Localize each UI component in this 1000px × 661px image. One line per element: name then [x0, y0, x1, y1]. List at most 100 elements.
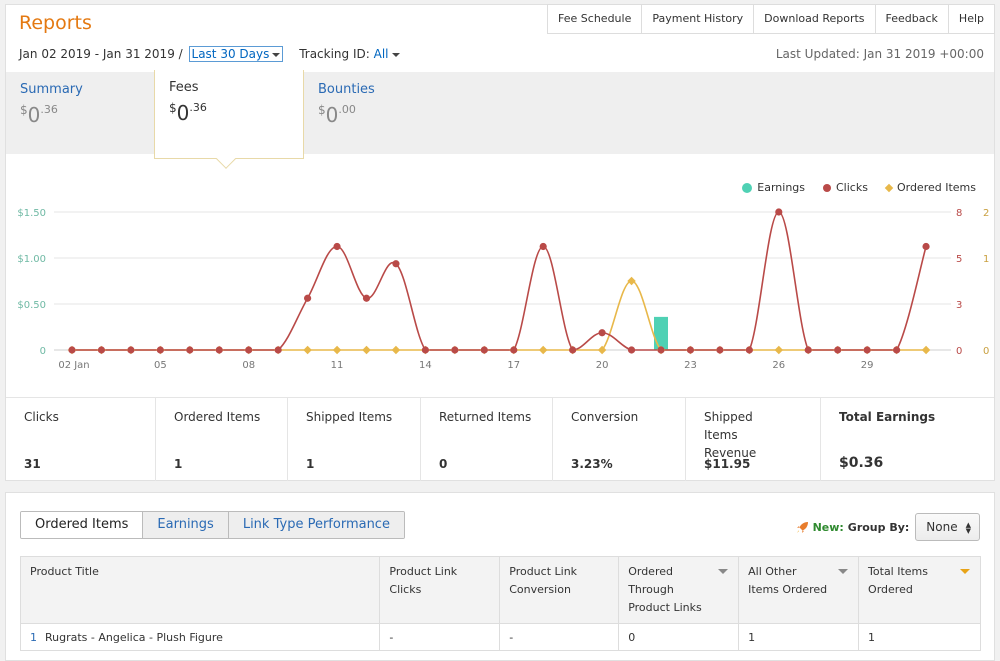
clicks-point [245, 346, 253, 354]
y-tick-label: $1.00 [17, 254, 46, 265]
sort-caret-icon [960, 569, 970, 574]
period-dropdown[interactable]: Last 30 Days [188, 46, 284, 62]
legend-earnings[interactable]: Earnings [742, 181, 805, 194]
tab-earnings[interactable]: Earnings [142, 512, 228, 538]
sort-caret-icon [838, 569, 849, 574]
clicks-point [127, 346, 135, 354]
tile-bounties-value: $0.00 [318, 103, 356, 127]
page-title: Reports [19, 12, 92, 34]
report-tabs: Ordered Items Earnings Link Type Perform… [20, 511, 405, 539]
feedback-link[interactable]: Feedback [875, 4, 949, 34]
group-by-value: None [926, 520, 958, 534]
payment-history-link[interactable]: Payment History [642, 4, 755, 34]
reports-panel: Reports Fee Schedule Payment History Dow… [5, 4, 995, 481]
metric-shipped-revenue: Shipped Items Revenue $11.95 [686, 398, 821, 481]
clicks-point [598, 329, 606, 337]
tile-summary-value: $0.36 [20, 103, 58, 127]
cell-ordered-through: 0 [618, 623, 740, 651]
y2-tick-label: 8 [956, 208, 962, 219]
cell-link-clicks: - [379, 623, 501, 651]
y-tick-label: $1.50 [17, 208, 46, 219]
tab-link-type-performance[interactable]: Link Type Performance [227, 512, 404, 538]
ordered-items-point [774, 345, 784, 355]
ordered-items-point [921, 345, 931, 355]
x-tick-label: 14 [419, 360, 432, 371]
metric-shipped-items: Shipped Items 1 [288, 398, 421, 481]
clicks-point [863, 346, 871, 354]
clicks-point [627, 346, 636, 354]
summary-band: Summary $0.36 Fees $0.36 Bounties $0.00 [6, 70, 994, 169]
tile-fees[interactable]: Fees $0.36 [154, 70, 304, 169]
y2-tick-label: 3 [956, 300, 962, 311]
col-product-title[interactable]: Product Title [19, 556, 381, 624]
y2-tick-label: 0 [956, 346, 962, 357]
group-by-select[interactable]: None ▲ ▼ [915, 513, 980, 541]
clicks-point [156, 346, 164, 354]
details-panel: Ordered Items Earnings Link Type Perform… [5, 492, 995, 661]
tile-summary[interactable]: Summary $0.36 [6, 72, 156, 154]
clicks-point [215, 346, 223, 354]
tracking-id-label: Tracking ID: [299, 47, 370, 61]
clicks-point [362, 294, 371, 302]
col-total-items[interactable]: Total Items Ordered [858, 556, 981, 624]
clicks-point [569, 346, 577, 354]
tile-fees-value: $0.36 [169, 101, 207, 125]
table-header-row: Product Title Product Link Clicks Produc… [19, 556, 981, 624]
tile-bounties[interactable]: Bounties $0.00 [304, 72, 454, 154]
clicks-point [304, 294, 312, 302]
x-tick-label: 29 [861, 360, 874, 371]
ordered-items-point [391, 345, 401, 355]
col-product-link-clicks[interactable]: Product Link Clicks [379, 556, 501, 624]
col-product-link-conversion[interactable]: Product Link Conversion [499, 556, 620, 624]
clicks-point [451, 346, 459, 354]
date-range-bar: Jan 02 2019 - Jan 31 2019 / Last 30 Days… [19, 46, 400, 62]
ordered-items-table: Product Title Product Link Clicks Produc… [19, 556, 981, 651]
clicks-point [392, 260, 400, 268]
col-all-other-items[interactable]: All Other Items Ordered [738, 556, 860, 624]
legend-ordered-items[interactable]: Ordered Items [884, 181, 976, 194]
x-tick-label: 02 Jan [58, 360, 89, 371]
tab-ordered-items[interactable]: Ordered Items [21, 512, 143, 538]
x-tick-label: 17 [507, 360, 520, 371]
y3-tick-label: 1 [983, 254, 989, 265]
metric-conversion: Conversion 3.23% [553, 398, 686, 481]
y3-tick-label: 0 [983, 346, 989, 357]
clicks-point [716, 346, 724, 354]
clicks-point [421, 346, 429, 354]
chevron-down-icon [272, 52, 281, 57]
chevron-down-icon [391, 52, 400, 57]
y-tick-label: $0.50 [17, 300, 46, 311]
clicks-point [775, 208, 783, 216]
ordered-items-point [538, 345, 548, 355]
clicks-point [480, 346, 488, 354]
product-title[interactable]: Rugrats - Angelica - Plush Figure [45, 630, 223, 644]
group-by-label: Group By: [847, 520, 910, 534]
col-ordered-through-links[interactable]: Ordered Through Product Links [618, 556, 740, 624]
clicks-point [274, 346, 282, 354]
date-range-text: Jan 02 2019 - Jan 31 2019 / [19, 47, 183, 61]
tracking-id-dropdown[interactable]: All [374, 47, 400, 61]
sort-updown-icon: ▲ ▼ [965, 520, 971, 535]
last-updated: Last Updated: Jan 31 2019 +00:00 [775, 47, 984, 61]
legend-clicks[interactable]: Clicks [823, 181, 868, 194]
download-reports-link[interactable]: Download Reports [754, 4, 876, 34]
legend-earnings-label: Earnings [757, 181, 805, 194]
legend-ordered-items-label: Ordered Items [896, 181, 976, 194]
earnings-bar [654, 316, 668, 350]
help-link[interactable]: Help [948, 4, 995, 34]
ordered-items-line [72, 280, 927, 351]
metric-value: 1 [306, 457, 315, 471]
metric-label: Clicks [24, 410, 59, 424]
x-tick-label: 05 [154, 360, 167, 371]
clicks-point [539, 242, 547, 251]
clicks-point [893, 346, 901, 354]
fee-schedule-link[interactable]: Fee Schedule [547, 4, 643, 34]
chart-legend: Earnings Clicks Ordered Items [742, 181, 976, 194]
tile-pointer [216, 149, 236, 169]
cell-product-title: 1 Rugrats - Angelica - Plush Figure [19, 623, 381, 651]
tracking-id-value: All [373, 47, 389, 61]
metric-value: $11.95 [704, 457, 751, 471]
cell-link-conversion: - [499, 623, 620, 651]
metric-returned-items: Returned Items 0 [421, 398, 553, 481]
metric-label: Shipped Items [306, 410, 393, 424]
